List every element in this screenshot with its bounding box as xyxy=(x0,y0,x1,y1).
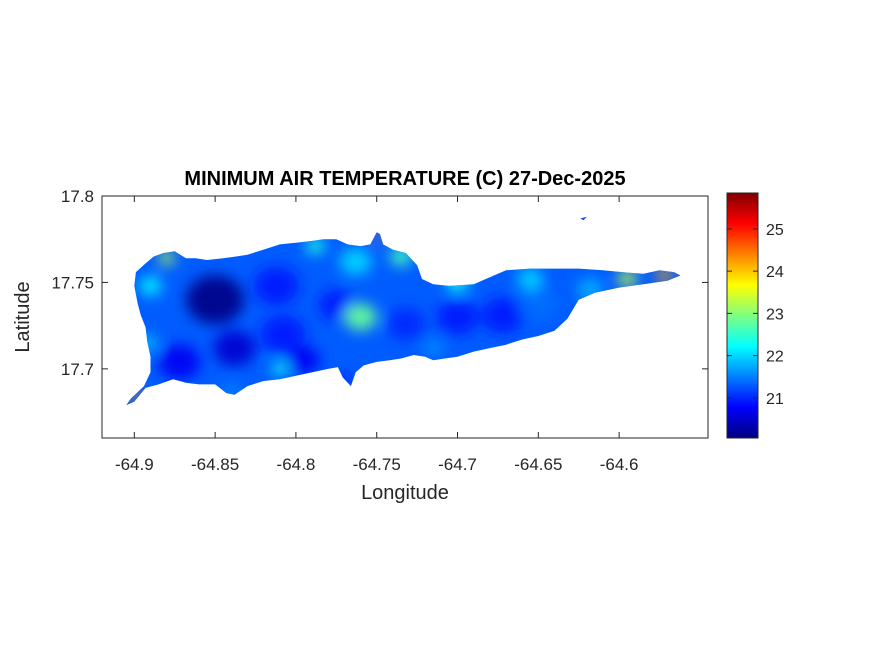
field-cell-23 xyxy=(305,237,325,255)
field-cell-2 xyxy=(158,344,201,380)
field-cell-3 xyxy=(253,266,300,306)
x-tick-label: -64.9 xyxy=(115,455,154,474)
field-cell-10 xyxy=(518,286,558,320)
y-axis: 17.7 17.75 17.8 xyxy=(51,187,708,379)
field-cell-9 xyxy=(481,297,524,334)
colorbar-gradient xyxy=(727,193,758,438)
y-tick-label: 17.8 xyxy=(61,187,94,206)
x-tick-label: -64.75 xyxy=(353,455,401,474)
field-cell-4 xyxy=(318,289,355,320)
field-cell-17 xyxy=(617,270,637,288)
x-axis-label: Longitude xyxy=(361,482,449,504)
x-tick-label: -64.8 xyxy=(277,455,316,474)
x-axis: -64.9 -64.85 -64.8 -64.75 -64.7 -64.65 -64.6 xyxy=(115,196,639,474)
colorbar: 21 22 23 24 25 xyxy=(726,192,784,439)
field-cell-6 xyxy=(287,346,321,374)
field-cell-5 xyxy=(260,315,306,354)
field-cell-11 xyxy=(344,303,377,331)
field-cell-1 xyxy=(213,330,256,366)
axes-frame xyxy=(101,195,709,439)
field-cell-8 xyxy=(436,299,479,335)
x-tick-label: -64.85 xyxy=(191,455,239,474)
colorbar-tick-label: 25 xyxy=(766,222,784,239)
colorbar-frame xyxy=(726,192,759,439)
field-cell-19 xyxy=(139,276,162,296)
x-tick-label: -64.7 xyxy=(438,455,477,474)
colorbar-tick-label: 24 xyxy=(766,264,784,281)
field-cell-28 xyxy=(423,339,443,357)
field-cell-24 xyxy=(271,362,288,376)
chart-title: MINIMUM AIR TEMPERATURE (C) 27-Dec-2025 xyxy=(184,168,625,190)
colorbar-tick-label: 22 xyxy=(766,349,784,366)
colorbar-tick-label: 23 xyxy=(766,306,784,323)
x-tick-label: -64.6 xyxy=(600,455,639,474)
y-tick-label: 17.7 xyxy=(61,360,94,379)
field-cell-15 xyxy=(517,268,544,290)
field-cell-7 xyxy=(386,307,426,341)
colorbar-tick-label: 21 xyxy=(766,391,784,408)
y-tick-label: 17.75 xyxy=(51,273,94,292)
field-cell-12 xyxy=(339,248,372,276)
map-axes: -64.9 -64.85 -64.8 -64.75 -64.7 -64.65 -64.6 1… xyxy=(51,187,709,474)
field-cell-20 xyxy=(158,251,175,266)
field-cell-0 xyxy=(186,275,245,325)
y-axis-label: Latitude xyxy=(12,281,34,352)
field-cell-18 xyxy=(656,268,673,283)
colorbar-ticks: 21 22 23 24 25 xyxy=(727,222,784,408)
x-tick-label: -64.65 xyxy=(514,455,562,474)
